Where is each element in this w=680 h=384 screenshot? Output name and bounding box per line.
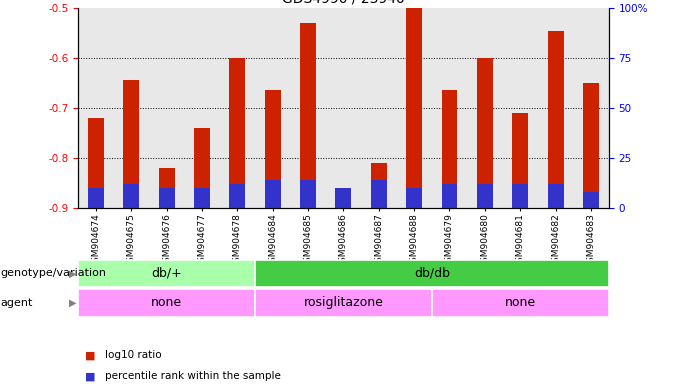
Bar bbox=[194, 128, 210, 208]
Text: ▶: ▶ bbox=[69, 298, 76, 308]
Text: genotype/variation: genotype/variation bbox=[1, 268, 107, 278]
Bar bbox=[265, 180, 281, 208]
Bar bbox=[406, 188, 422, 208]
Bar bbox=[194, 188, 210, 208]
Bar bbox=[229, 58, 245, 208]
Text: ▶: ▶ bbox=[69, 268, 76, 278]
Text: none: none bbox=[151, 296, 182, 310]
Bar bbox=[583, 192, 599, 208]
Bar bbox=[441, 184, 458, 208]
Text: percentile rank within the sample: percentile rank within the sample bbox=[105, 371, 282, 381]
Bar bbox=[78, 260, 255, 287]
Bar bbox=[255, 260, 609, 287]
Bar bbox=[547, 30, 564, 208]
Text: none: none bbox=[505, 296, 536, 310]
Bar bbox=[78, 289, 255, 317]
Bar bbox=[547, 184, 564, 208]
Text: db/+: db/+ bbox=[151, 267, 182, 280]
Bar bbox=[335, 188, 352, 208]
Bar bbox=[512, 113, 528, 208]
Bar bbox=[371, 180, 387, 208]
Bar bbox=[123, 184, 139, 208]
Bar bbox=[406, 5, 422, 208]
Text: agent: agent bbox=[1, 298, 33, 308]
Bar bbox=[477, 58, 493, 208]
Text: db/db: db/db bbox=[414, 267, 449, 280]
Text: ■: ■ bbox=[85, 371, 95, 381]
Bar bbox=[583, 83, 599, 208]
Bar bbox=[123, 81, 139, 208]
Bar bbox=[477, 184, 493, 208]
Bar bbox=[229, 184, 245, 208]
Bar bbox=[88, 188, 104, 208]
Bar bbox=[158, 188, 175, 208]
Bar bbox=[300, 180, 316, 208]
Bar bbox=[88, 118, 104, 208]
Bar bbox=[158, 168, 175, 208]
Bar bbox=[441, 90, 458, 208]
Bar bbox=[512, 184, 528, 208]
Bar bbox=[432, 289, 609, 317]
Text: ■: ■ bbox=[85, 350, 95, 360]
Text: rosiglitazone: rosiglitazone bbox=[303, 296, 384, 310]
Title: GDS4990 / 23940: GDS4990 / 23940 bbox=[282, 0, 405, 5]
Bar bbox=[335, 195, 352, 208]
Bar bbox=[265, 90, 281, 208]
Bar bbox=[300, 23, 316, 208]
Bar bbox=[255, 289, 432, 317]
Bar bbox=[371, 163, 387, 208]
Text: log10 ratio: log10 ratio bbox=[105, 350, 162, 360]
